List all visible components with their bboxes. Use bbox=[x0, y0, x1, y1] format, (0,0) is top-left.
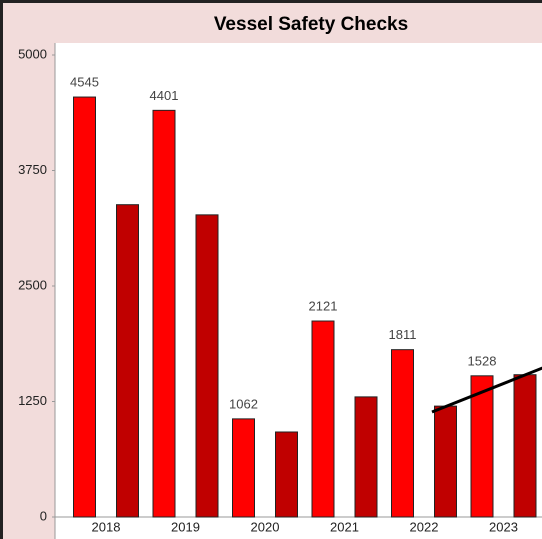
y-tick-label: 3750 bbox=[18, 162, 47, 177]
x-tick-label: 2021 bbox=[330, 519, 359, 534]
x-tick-label: 2022 bbox=[410, 519, 439, 534]
bar bbox=[470, 375, 494, 518]
bar bbox=[232, 418, 255, 518]
bar bbox=[152, 109, 176, 518]
x-tick-label: 2019 bbox=[171, 519, 200, 534]
bar bbox=[434, 405, 457, 518]
x-tick-label: 2023 bbox=[489, 519, 518, 534]
data-label: 2121 bbox=[309, 298, 338, 313]
x-tick-label: 2018 bbox=[92, 519, 121, 534]
frame-top bbox=[0, 0, 542, 3]
bar bbox=[73, 96, 96, 518]
bar bbox=[513, 374, 537, 518]
chart-title: Vessel Safety Checks bbox=[214, 14, 408, 35]
data-label: 1528 bbox=[468, 353, 497, 368]
bar bbox=[391, 349, 414, 518]
y-tick-label: 2500 bbox=[18, 277, 47, 292]
y-tick-label: 1250 bbox=[18, 393, 47, 408]
bar bbox=[116, 204, 139, 518]
data-label: 1811 bbox=[389, 327, 417, 342]
bar bbox=[354, 396, 378, 518]
data-label: 1062 bbox=[229, 396, 258, 411]
trend-line bbox=[431, 366, 542, 414]
frame-left bbox=[0, 0, 3, 539]
y-tick-label: 0 bbox=[40, 508, 47, 523]
bar bbox=[195, 214, 219, 518]
data-label: 4401 bbox=[150, 88, 179, 103]
y-tick-label: 5000 bbox=[18, 46, 47, 61]
x-tick-label: 2020 bbox=[251, 519, 280, 534]
bar bbox=[311, 320, 335, 518]
marks: 0 1250 2500 3750 5000 2018 4545 2019 4401 2020 106… bbox=[18, 46, 537, 534]
data-label: 4545 bbox=[70, 74, 99, 89]
bar bbox=[275, 431, 298, 518]
